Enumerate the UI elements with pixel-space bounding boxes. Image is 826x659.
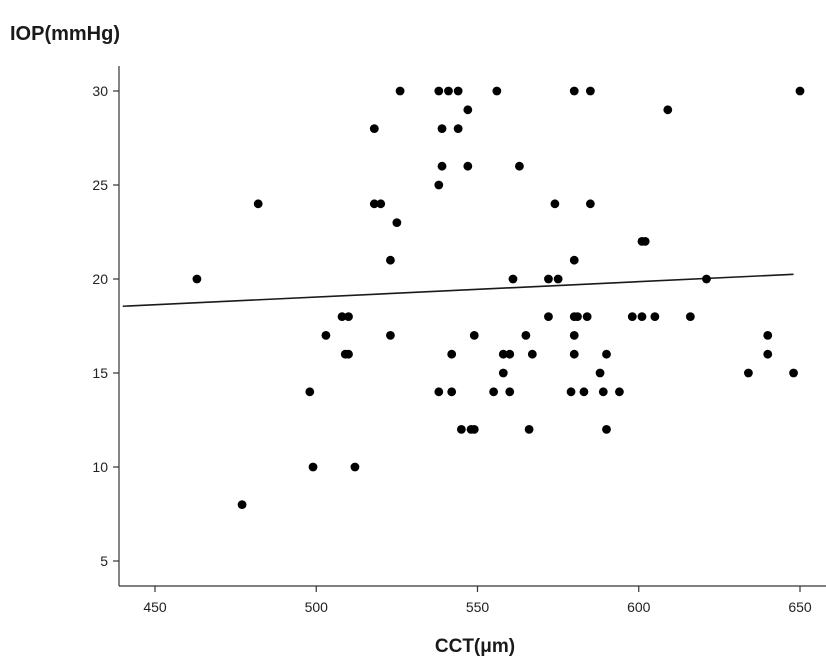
data-point: [386, 331, 395, 340]
y-tick-label: 15: [92, 365, 108, 381]
data-point: [663, 105, 673, 115]
data-point: [344, 312, 353, 321]
data-point: [602, 425, 611, 434]
x-tick-label: 550: [466, 599, 490, 615]
data-point: [369, 124, 379, 133]
data-point: [569, 255, 579, 265]
data-point: [192, 274, 202, 284]
data-point: [463, 161, 473, 171]
data-point: [447, 387, 457, 397]
data-point: [337, 312, 347, 321]
data-point: [544, 312, 553, 321]
y-tick-label: 5: [100, 553, 108, 569]
data-point: [789, 368, 798, 378]
data-point: [685, 312, 695, 321]
x-axis-label: CCT(μm): [435, 636, 515, 657]
data-point: [640, 237, 650, 246]
data-point: [434, 387, 444, 397]
data-point: [569, 86, 579, 96]
data-point: [305, 387, 315, 397]
x-tick-label: 600: [627, 599, 651, 615]
data-point: [395, 86, 405, 96]
data-point: [573, 312, 582, 321]
fit-line: [122, 273, 794, 308]
data-point: [763, 349, 773, 359]
data-point: [469, 331, 479, 340]
data-point: [392, 218, 402, 228]
x-tick-label: 650: [788, 599, 812, 615]
data-point: [344, 349, 353, 359]
data-point: [650, 312, 660, 321]
data-point: [508, 274, 518, 284]
y-tick-label: 10: [92, 459, 108, 475]
data-point: [627, 312, 637, 321]
data-point: [524, 425, 534, 434]
y-tick-label: 25: [92, 177, 108, 193]
data-point: [453, 86, 463, 96]
data-point: [376, 199, 386, 209]
data-point: [550, 199, 560, 209]
x-ticks: 450 500 550 600 650: [143, 586, 812, 615]
data-point: [444, 86, 453, 96]
data-point: [527, 349, 537, 359]
data-point: [544, 274, 553, 284]
data-point: [637, 312, 647, 321]
data-point: [566, 387, 576, 397]
data-point: [579, 387, 589, 397]
data-point: [585, 199, 595, 209]
data-point: [582, 312, 592, 321]
data-point: [744, 368, 753, 378]
data-points: [192, 86, 805, 509]
data-point: [447, 349, 457, 359]
data-point: [498, 368, 508, 378]
data-point: [498, 349, 508, 359]
data-point: [585, 86, 595, 96]
data-point: [321, 331, 331, 340]
data-point: [795, 86, 805, 96]
data-point: [492, 86, 502, 96]
data-point: [569, 331, 579, 340]
y-tick-label: 30: [92, 83, 108, 99]
data-point: [463, 105, 473, 115]
data-point: [456, 425, 466, 434]
data-point: [253, 199, 263, 209]
y-axis-label: IOP(mmHg): [10, 23, 120, 45]
data-point: [595, 368, 605, 378]
data-point: [386, 255, 395, 265]
data-point: [437, 124, 447, 133]
data-point: [434, 86, 444, 96]
data-point: [453, 124, 463, 133]
data-point: [505, 387, 515, 397]
data-point: [469, 425, 479, 434]
data-point: [615, 387, 624, 397]
data-point: [308, 462, 318, 472]
data-point: [569, 349, 579, 359]
data-point: [763, 331, 773, 340]
data-point: [521, 331, 531, 340]
data-point: [369, 199, 379, 209]
data-point: [602, 349, 611, 359]
y-tick-label: 20: [92, 271, 108, 287]
data-point: [237, 500, 247, 509]
data-point: [489, 387, 499, 397]
y-ticks: 5 10 15 20 25 30: [92, 83, 119, 569]
data-point: [598, 387, 608, 397]
data-point: [350, 462, 360, 472]
data-point: [515, 161, 524, 171]
x-tick-label: 500: [305, 599, 329, 615]
data-point: [505, 349, 515, 359]
data-point: [434, 180, 444, 190]
x-tick-label: 450: [143, 599, 167, 615]
data-point: [553, 274, 563, 284]
data-point: [437, 161, 447, 171]
data-point: [702, 274, 711, 284]
